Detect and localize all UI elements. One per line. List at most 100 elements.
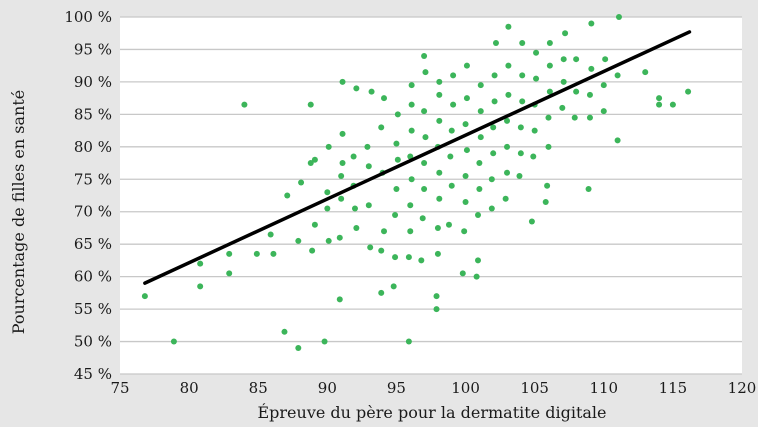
data-point [447, 153, 454, 160]
data-point [394, 111, 401, 118]
data-point [408, 101, 415, 108]
data-point [390, 283, 397, 290]
data-point [519, 39, 526, 46]
data-point [351, 205, 358, 212]
data-point [407, 153, 414, 160]
data-point [504, 117, 511, 124]
data-point [381, 95, 388, 102]
data-point [546, 88, 553, 95]
data-point [450, 101, 457, 108]
x-tick-label: 90 [318, 379, 337, 397]
data-point [309, 247, 316, 254]
data-point [339, 160, 346, 167]
data-point [656, 95, 663, 102]
data-point [226, 270, 233, 277]
data-point [393, 140, 400, 147]
data-point [573, 88, 580, 95]
data-point [408, 127, 415, 134]
data-point [492, 39, 499, 46]
y-tick-label: 90 % [74, 73, 112, 91]
data-point [378, 247, 385, 254]
data-point [392, 254, 399, 261]
data-point [504, 169, 511, 176]
x-tick-label: 100 [451, 379, 480, 397]
data-point [477, 108, 484, 115]
data-point [573, 56, 580, 63]
data-point [381, 228, 388, 235]
data-point [474, 211, 481, 218]
data-point [367, 244, 374, 251]
data-point [405, 338, 412, 345]
data-point [502, 195, 509, 202]
data-point [325, 237, 332, 244]
data-point [585, 186, 592, 193]
data-point [600, 108, 607, 115]
data-point [504, 143, 511, 150]
data-point [321, 338, 328, 345]
data-point [448, 127, 455, 134]
x-axis-title: Épreuve du père pour la dermatite digita… [257, 402, 606, 422]
x-tick-label: 75 [110, 379, 129, 397]
y-axis-ticks: 45 % 50 % 55 % 60 % 65 % 70 % 75 % 80 % 85 % 90 %… [64, 8, 112, 383]
data-point [542, 198, 549, 205]
data-point [295, 345, 302, 352]
gridlines [120, 16, 742, 375]
data-point [656, 101, 663, 108]
data-point [545, 143, 552, 150]
data-point [368, 88, 375, 95]
data-point [270, 250, 277, 257]
data-point [241, 101, 248, 108]
data-point [338, 173, 345, 180]
y-tick-label: 50 % [74, 333, 112, 351]
data-point [477, 82, 484, 89]
data-point [405, 254, 412, 261]
data-point [519, 98, 526, 105]
data-point [490, 150, 497, 157]
data-point [459, 270, 466, 277]
data-point [505, 23, 512, 30]
data-point [562, 30, 569, 37]
data-point [461, 228, 468, 235]
data-point [311, 221, 318, 228]
y-tick-label: 70 % [74, 203, 112, 221]
data-point [463, 95, 470, 102]
x-axis-ticks: 75 80 85 90 95 100 105 110 115 120 [110, 379, 756, 397]
data-point [418, 257, 425, 264]
data-point [685, 88, 692, 95]
data-point [490, 124, 497, 131]
x-tick-label: 80 [180, 379, 199, 397]
data-point [434, 250, 441, 257]
data-point [197, 283, 204, 290]
x-tick-label: 95 [387, 379, 406, 397]
data-point [544, 182, 551, 189]
x-tick-label: 120 [728, 379, 757, 397]
data-point [338, 195, 345, 202]
data-point [408, 176, 415, 183]
data-point [407, 228, 414, 235]
data-point [325, 143, 332, 150]
data-point [571, 114, 578, 121]
data-point [491, 98, 498, 105]
data-point [516, 173, 523, 180]
data-point [530, 153, 537, 160]
data-point [462, 121, 469, 128]
y-axis-title: Pourcentage de filles en santé [9, 90, 28, 334]
data-point [421, 186, 428, 193]
y-tick-label: 100 % [64, 8, 112, 26]
data-point [394, 156, 401, 163]
data-point [284, 192, 291, 199]
y-tick-label: 45 % [74, 365, 112, 383]
data-point [336, 234, 343, 241]
data-point [436, 169, 443, 176]
data-point [533, 49, 540, 56]
data-point [491, 72, 498, 79]
x-tick-label: 115 [659, 379, 688, 397]
data-point [528, 218, 535, 225]
data-point [393, 186, 400, 193]
data-point [339, 78, 346, 85]
y-tick-label: 75 % [74, 170, 112, 188]
plot-area [120, 17, 742, 374]
data-point [298, 179, 305, 186]
data-point [170, 338, 177, 345]
